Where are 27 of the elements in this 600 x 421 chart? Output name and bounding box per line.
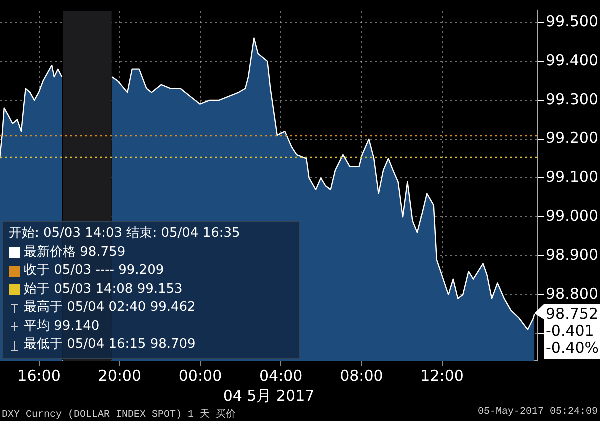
- annotation: 最高于 05/04 02:40 99.462: [24, 299, 196, 317]
- annotation: 平均 99.140: [24, 318, 100, 336]
- x-tick-label: 04:00: [259, 366, 303, 385]
- x-tick-label: 12:00: [420, 366, 464, 385]
- annotation: 最新价格 98.759: [24, 244, 126, 262]
- annotation: 98.752: [546, 304, 598, 323]
- text: DXY Curncy (DOLLAR INDEX SPOT) 1 天 买价: [2, 408, 236, 421]
- y-tick-label: 99.000: [546, 207, 598, 225]
- annotation: 收于 05/03 ---- 99.209: [24, 262, 164, 280]
- text: -0.40%: [546, 338, 600, 357]
- annotation: 最低于 05/04 16:15 98.709: [24, 336, 196, 354]
- annotation: 开始: 05/03 14:03 结束: 05/04 16:35: [9, 225, 240, 243]
- y-tick-label: 98.900: [546, 246, 598, 264]
- text: 05-May-2017 05:24:09: [478, 407, 598, 420]
- x-tick-label: 16:00: [18, 366, 61, 385]
- x-tick-label: 08:00: [340, 366, 384, 385]
- y-tick-label: 99.500: [546, 12, 598, 31]
- x-axis-title: 04 5月 2017: [223, 386, 315, 405]
- x-tick-label: 20:00: [98, 366, 142, 385]
- x-tick-label: 00:00: [178, 366, 222, 385]
- y-tick-label: 99.300: [546, 90, 598, 108]
- y-tick-label: 98.800: [546, 284, 598, 303]
- text: -0.401: [546, 322, 594, 340]
- y-tick-label: 99.200: [546, 129, 598, 148]
- annotation: 始于 05/03 14:08 99.153: [24, 280, 183, 298]
- y-tick-label: 99.400: [546, 51, 598, 70]
- y-tick-label: 99.100: [546, 168, 598, 186]
